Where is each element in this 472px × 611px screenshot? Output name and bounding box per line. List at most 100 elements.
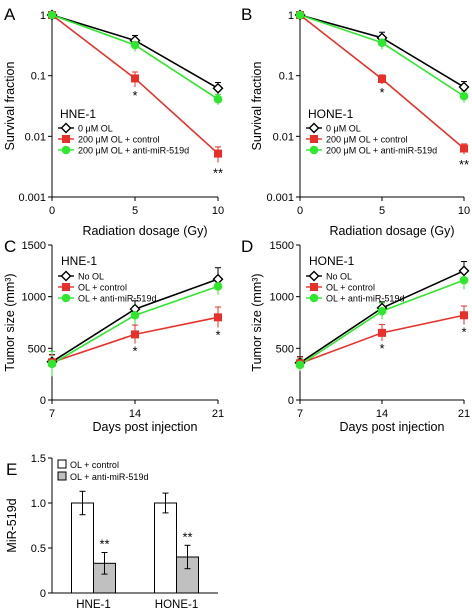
panel-letter-b: B [241, 5, 252, 24]
data-point-2-2 [213, 94, 223, 104]
legend-marker [309, 145, 319, 155]
x-tick-label: 21 [458, 408, 470, 420]
cell-line-label: HONE-1 [308, 107, 354, 121]
x-axis-label: Days post injection [93, 420, 198, 434]
data-point-1-1 [131, 74, 139, 83]
legend-label: OL + anti-miR-519d [78, 294, 156, 304]
legend-marker [308, 122, 320, 134]
x-axis-label: Days post injection [340, 420, 445, 434]
y-tick-label: 0.01 [273, 131, 294, 143]
bar-0-0 [71, 502, 94, 594]
significance-marker: * [132, 344, 137, 359]
legend-label: 200 μM OL + control [326, 135, 408, 145]
legend-label: OL + control [70, 460, 119, 470]
y-tick-label: 500 [276, 343, 294, 355]
y-axis-label: Tumor size (mm³) [3, 273, 17, 371]
legend-swatch [57, 471, 67, 481]
cell-line-label: HNE-1 [60, 107, 96, 121]
x-tick-label: 5 [132, 205, 138, 217]
data-point-1-2 [214, 149, 222, 158]
x-axis-label: Radiation dosage (Gy) [329, 224, 454, 238]
legend-marker [60, 122, 72, 134]
y-tick-label: 1500 [270, 240, 294, 252]
panel-letter-e: E [6, 460, 17, 479]
data-point-1-2 [460, 144, 468, 153]
legend-label: 200 μM OL + control [78, 135, 160, 145]
data-point-1-1 [131, 330, 139, 339]
y-tick-label: 0.01 [25, 131, 46, 143]
data-point-2-0 [47, 359, 57, 369]
x-tick-label: 10 [458, 205, 470, 217]
x-tick-label: 14 [129, 408, 141, 420]
significance-marker: ** [182, 529, 192, 544]
panel-letter-d: D [241, 237, 253, 256]
data-point-2-1 [130, 310, 140, 320]
legend-label: 0 μM OL [326, 124, 361, 134]
data-point-0-2 [458, 81, 470, 93]
legend-label: 200 μM OL + anti-miR-519d [326, 146, 437, 156]
legend-marker [309, 293, 319, 303]
legend-marker [62, 135, 70, 143]
significance-marker: * [379, 341, 384, 356]
legend-marker [60, 270, 72, 282]
y-axis-label: Survival fraction [3, 61, 17, 150]
y-tick-label: 500 [28, 343, 46, 355]
legend-label: 200 μM OL + anti-miR-519d [78, 146, 189, 156]
significance-marker: * [461, 325, 466, 340]
x-axis-label: Radiation dosage (Gy) [82, 224, 207, 238]
y-axis-label: MiR-519d [5, 498, 19, 552]
legend-label: OL + control [326, 283, 375, 293]
y-tick-label: 1.5 [31, 453, 46, 465]
data-point-2-2 [213, 282, 223, 291]
x-tick-label: 7 [297, 408, 303, 420]
significance-marker: ** [213, 166, 223, 181]
significance-marker: * [379, 85, 384, 100]
y-tick-label: 1000 [22, 292, 46, 304]
legend-label: OL + anti-miR-519d [70, 472, 148, 482]
legend-label: OL + control [78, 283, 127, 293]
legend-marker [310, 283, 318, 291]
data-point-2-0 [47, 10, 57, 20]
significance-marker: * [215, 328, 220, 343]
data-point-2-0 [295, 10, 305, 20]
significance-marker: ** [459, 157, 469, 172]
data-point-2-1 [377, 306, 387, 316]
x-tick-label: HNE-1 [76, 599, 111, 611]
data-point-2-1 [130, 40, 140, 50]
panel-letter-c: C [4, 237, 16, 256]
panel-letter-a: A [4, 5, 16, 24]
legend-swatch [57, 459, 67, 469]
y-tick-label: 0.001 [18, 192, 46, 204]
x-tick-label: 7 [49, 408, 55, 420]
data-point-2-0 [295, 360, 305, 370]
cell-line-label: HONE-1 [309, 254, 355, 268]
y-tick-label: 1.0 [31, 498, 46, 510]
x-tick-label: 10 [212, 205, 224, 217]
x-tick-label: HONE-1 [155, 599, 198, 611]
legend-marker [61, 145, 71, 155]
y-tick-label: 1500 [22, 240, 46, 252]
legend-marker [61, 293, 71, 303]
x-tick-label: 5 [379, 205, 385, 217]
x-tick-label: 0 [297, 205, 303, 217]
y-tick-label: 0.1 [31, 71, 46, 83]
x-tick-label: 21 [212, 408, 224, 420]
y-axis-label: Survival fraction [250, 61, 264, 150]
legend-marker [310, 135, 318, 143]
data-point-0-2 [212, 82, 224, 94]
x-tick-label: 14 [376, 408, 388, 420]
y-tick-label: 0.5 [31, 543, 46, 555]
significance-marker: ** [99, 537, 109, 552]
y-axis-label: Tumor size (mm³) [250, 273, 264, 371]
x-tick-label: 0 [49, 205, 55, 217]
legend-label: 0 μM OL [78, 124, 113, 134]
data-point-2-2 [459, 275, 469, 285]
data-point-2-1 [377, 38, 387, 47]
y-tick-label: 0 [40, 395, 46, 407]
data-point-0-2 [458, 265, 470, 277]
cell-line-label: HNE-1 [61, 254, 97, 268]
significance-marker: * [132, 88, 137, 103]
y-tick-label: 0 [40, 588, 46, 600]
legend-label: OL + anti-miR-519d [326, 294, 404, 304]
